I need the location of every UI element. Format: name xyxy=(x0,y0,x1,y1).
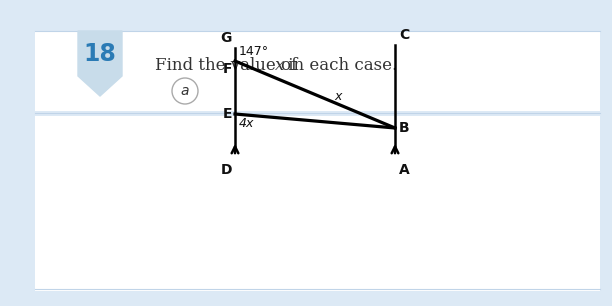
Text: 18: 18 xyxy=(84,42,116,66)
Bar xyxy=(0,0,612,28)
Text: A: A xyxy=(399,163,410,177)
Text: Find the value of: Find the value of xyxy=(155,58,302,74)
Circle shape xyxy=(172,78,198,104)
Text: E: E xyxy=(223,107,232,121)
Text: x: x xyxy=(275,58,285,74)
Bar xyxy=(35,31,600,111)
Text: B: B xyxy=(399,121,409,135)
Text: in each case.: in each case. xyxy=(283,58,397,74)
Bar xyxy=(35,116,600,291)
Text: 4x: 4x xyxy=(239,117,255,130)
Text: C: C xyxy=(399,28,409,42)
Text: x: x xyxy=(334,90,341,103)
Polygon shape xyxy=(78,31,122,96)
Text: 147°: 147° xyxy=(239,45,269,58)
Text: G: G xyxy=(220,31,232,45)
Text: D: D xyxy=(220,163,232,177)
Text: a: a xyxy=(181,84,189,98)
Text: F: F xyxy=(223,62,232,76)
